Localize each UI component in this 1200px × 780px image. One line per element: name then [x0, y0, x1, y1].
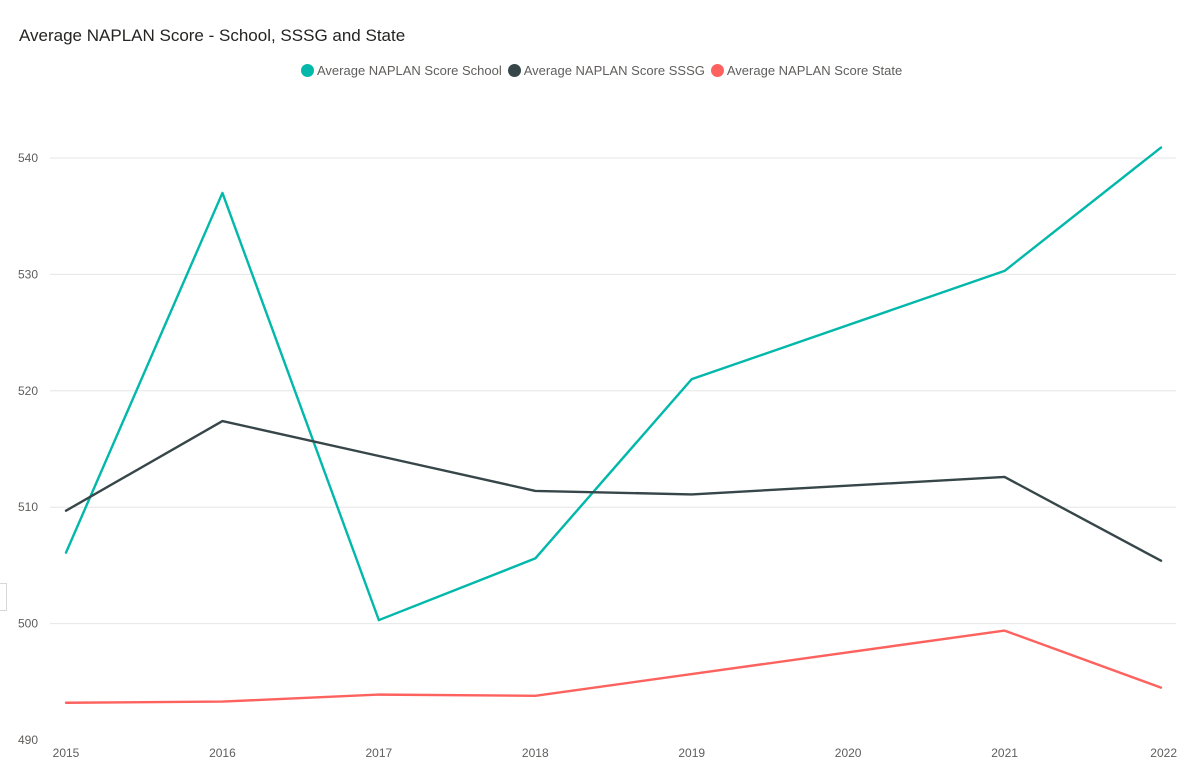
- y-tick-label-520: 520: [18, 384, 38, 398]
- legend-item-state[interactable]: Average NAPLAN Score State: [710, 63, 903, 78]
- legend-marker-sssg: [507, 64, 521, 77]
- legend-item-school[interactable]: Average NAPLAN Score School: [301, 63, 502, 78]
- series-line-sssg: [64, 419, 1163, 562]
- x-tick-label-2022: 2022: [1150, 746, 1177, 760]
- series-line-school: [64, 146, 1163, 622]
- legend-label-state: Average NAPLAN Score State: [726, 63, 903, 78]
- x-tick-label-2021: 2021: [991, 746, 1018, 760]
- chart-title: Average NAPLAN Score - School, SSSG and …: [19, 26, 406, 45]
- y-tick-label-530: 530: [18, 267, 38, 281]
- side-panel-tab[interactable]: [0, 583, 7, 611]
- y-tick-label-540: 540: [18, 151, 38, 165]
- legend-item-sssg[interactable]: Average NAPLAN Score SSSG: [507, 63, 705, 78]
- legend-label-school: Average NAPLAN Score School: [317, 63, 502, 78]
- x-tick-label-2019: 2019: [678, 746, 705, 760]
- x-tick-label-2016: 2016: [209, 746, 236, 760]
- x-tick-label-2015: 2015: [53, 746, 80, 760]
- legend-marker-state: [710, 64, 724, 77]
- y-tick-label-500: 500: [18, 617, 38, 631]
- x-tick-label-2017: 2017: [366, 746, 393, 760]
- y-tick-label-490: 490: [18, 733, 38, 747]
- legend-label-sssg: Average NAPLAN Score SSSG: [523, 63, 705, 78]
- legend: Average NAPLAN Score School Average NAPL…: [301, 63, 908, 78]
- legend-marker-school: [301, 64, 314, 77]
- x-tick-label-2018: 2018: [522, 746, 549, 760]
- y-tick-label-510: 510: [18, 500, 38, 514]
- series-line-state: [64, 629, 1163, 704]
- x-tick-label-2020: 2020: [835, 746, 862, 760]
